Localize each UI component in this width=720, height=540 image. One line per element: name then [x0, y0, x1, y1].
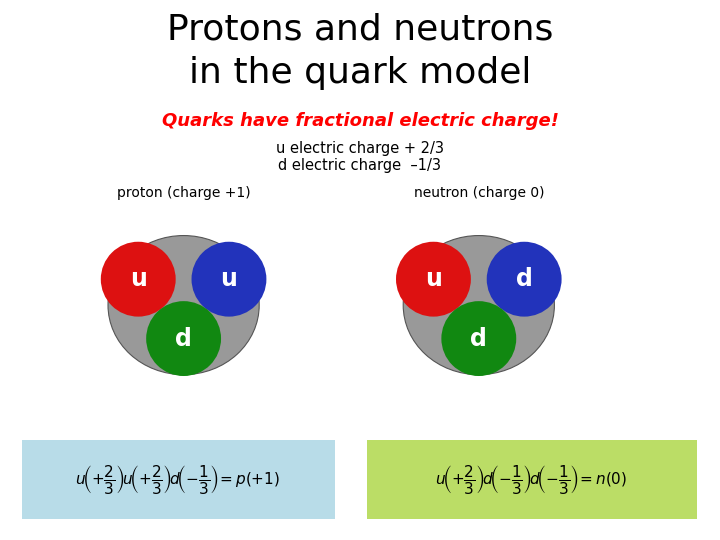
Ellipse shape — [396, 242, 471, 316]
Ellipse shape — [108, 235, 259, 375]
Text: d electric charge  –1/3: d electric charge –1/3 — [279, 158, 441, 173]
Ellipse shape — [487, 242, 562, 316]
Text: d: d — [175, 327, 192, 350]
Text: proton (charge +1): proton (charge +1) — [117, 186, 251, 200]
Text: u: u — [130, 267, 147, 291]
Ellipse shape — [441, 301, 516, 376]
Text: Quarks have fractional electric charge!: Quarks have fractional electric charge! — [161, 112, 559, 131]
Ellipse shape — [192, 242, 266, 316]
Text: $u\!\left(+\dfrac{2}{3}\right)\!u\!\left(+\dfrac{2}{3}\right)\!d\!\left(-\dfrac{: $u\!\left(+\dfrac{2}{3}\right)\!u\!\left… — [76, 463, 280, 496]
FancyBboxPatch shape — [22, 440, 335, 519]
Text: u: u — [220, 267, 238, 291]
Text: Protons and neutrons: Protons and neutrons — [167, 13, 553, 46]
Text: neutron (charge 0): neutron (charge 0) — [413, 186, 544, 200]
Ellipse shape — [403, 235, 554, 375]
Text: u electric charge + 2/3: u electric charge + 2/3 — [276, 141, 444, 156]
Text: d: d — [516, 267, 533, 291]
Text: d: d — [470, 327, 487, 350]
Text: $u\!\left(+\dfrac{2}{3}\right)\!d\!\left(-\dfrac{1}{3}\right)\!d\!\left(-\dfrac{: $u\!\left(+\dfrac{2}{3}\right)\!d\!\left… — [435, 463, 628, 496]
Text: u: u — [425, 267, 442, 291]
Text: in the quark model: in the quark model — [189, 56, 531, 90]
FancyBboxPatch shape — [367, 440, 697, 519]
Ellipse shape — [146, 301, 221, 376]
Ellipse shape — [101, 242, 176, 316]
